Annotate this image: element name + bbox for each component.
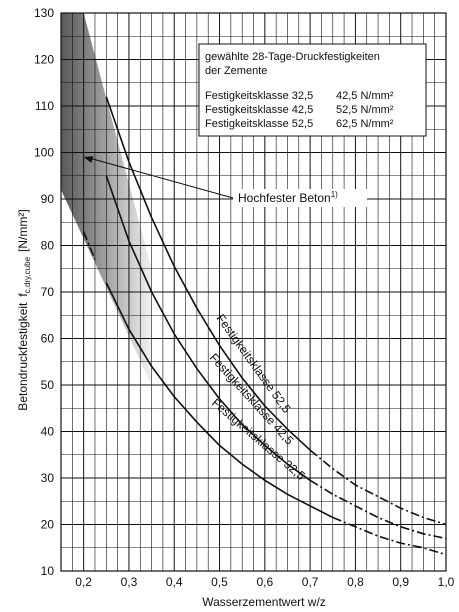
x-tick-label: 0,4 [166,575,183,589]
y-tick-label: 110 [35,99,54,113]
legend-row-klasse: Festigkeitsklasse 42,5 [205,104,313,116]
x-tick-label: 0,8 [347,575,364,589]
series-layer [82,96,447,556]
x-tick-label: 0,5 [211,575,228,589]
y-tick-label: 80 [41,239,55,253]
legend-row-wert: 52,5 N/mm² [336,104,394,116]
series-festigkeitsklasse-42-5-line-dashed-end [309,479,447,540]
y-axis-label-main: Betondruckfestigkeit [16,302,30,411]
series-festigkeitsklasse-52-5-line [105,96,311,451]
legend-row-wert: 62,5 N/mm² [336,118,394,130]
legend-row-klasse: Festigkeitsklasse 52,5 [205,118,313,130]
legend-row-wert: 42,5 N/mm² [336,90,394,102]
x-tick-label: 1,0 [438,575,455,589]
x-tick-label: 0,7 [302,575,319,589]
legend-title-line-2: der Zemente [205,65,267,77]
y-axis-label-subscript: c,dry,cube [23,256,32,293]
y-tick-label: 20 [41,518,55,532]
y-tick-label: 40 [41,425,55,439]
x-tick-label: 0,3 [121,575,138,589]
y-tick-label: 30 [41,471,55,485]
x-tick-label: 0,9 [392,575,409,589]
y-tick-label: 90 [41,192,55,206]
x-tick-label: 0,6 [256,575,273,589]
series-festigkeitsklasse-32-5-line [105,282,334,519]
y-tick-label: 100 [34,146,54,160]
annotation-arrowhead [83,156,94,163]
legend-box-frame [198,43,427,137]
series-festigkeitsklasse-52-5-line-dashed-end [309,449,447,526]
y-tick-label: 60 [41,332,55,346]
y-axis-label: Betondruckfestigkeit fc,dry,cube [N/mm²] [16,209,32,410]
x-tick-label: 0,2 [75,575,92,589]
legend-row-klasse: Festigkeitsklasse 32,5 [205,90,313,102]
y-tick-label: 50 [41,378,55,392]
annotation-hochfester-beton: Hochfester Beton1) [83,156,367,207]
series-festigkeitsklasse-32-5-line-dashed-end [332,516,447,556]
x-axis-label: Wasserzementwert w/z [202,595,326,609]
tick-layer: 10 20 30 40 50 60 70 80 90 100 110 120 130 0,2 0,3 0,4 0… [34,6,455,589]
curve-labels: Festigkeitsklasse 52,5 Festigkeitsklasse… [207,312,308,484]
annotation-text: Hochfester Beton1) [238,190,338,205]
series-festigkeitsklasse-32-5-line-dashed-start [82,231,96,260]
y-tick-label: 120 [34,53,54,67]
legend-title-line-1: gewählte 28-Tage-Druckfestigkeiten [205,51,380,63]
y-tick-label: 130 [34,6,54,20]
legend-box: gewählte 28-Tage-Druckfestigkeiten der Z… [198,43,427,137]
y-tick-label: 70 [41,285,55,299]
series-festigkeitsklasse-42-5-line [105,175,311,481]
y-tick-label: 10 [41,564,55,578]
y-axis-label-symbol: f [16,293,30,297]
annotation-background [233,189,367,207]
plot-frame [60,12,447,572]
y-axis-label-unit: [N/mm²] [16,209,30,252]
annotation-leader-line [89,157,234,199]
